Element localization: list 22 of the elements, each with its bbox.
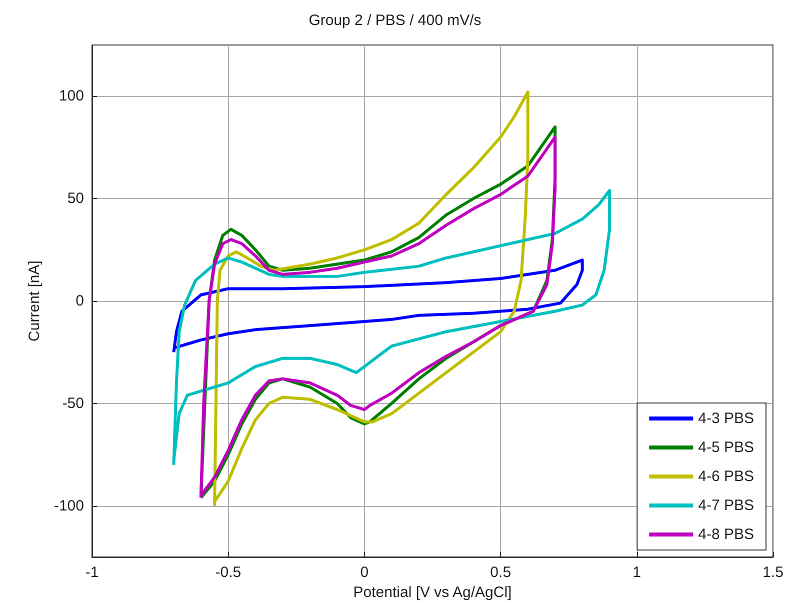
legend-label: 4-7 PBS bbox=[698, 497, 754, 514]
y-tick-label: -100 bbox=[54, 497, 84, 514]
legend-label: 4-3 PBS bbox=[698, 410, 754, 427]
legend-label: 4-6 PBS bbox=[698, 468, 754, 485]
y-axis-title: Current [nA] bbox=[26, 260, 43, 342]
y-tick-label: 50 bbox=[67, 190, 84, 208]
y-tick-label: -50 bbox=[62, 394, 84, 412]
line-series bbox=[172, 188, 612, 466]
legend-label: 4-5 PBS bbox=[698, 439, 754, 456]
x-axis-title: Potential [V vs Ag/AgCl] bbox=[353, 584, 512, 601]
x-tick-label: -1 bbox=[85, 564, 99, 581]
x-tick-label: 0 bbox=[360, 564, 369, 581]
x-tick-label: 1 bbox=[632, 564, 641, 581]
line-series bbox=[172, 258, 584, 354]
x-tick-label: 0.5 bbox=[490, 564, 512, 581]
legend-label: 4-8 PBS bbox=[698, 526, 754, 543]
chart-title: Group 2 / PBS / 400 mV/s bbox=[308, 12, 482, 29]
y-tick-label: 100 bbox=[58, 88, 84, 105]
line-series bbox=[213, 90, 530, 508]
x-tick-label: 1.5 bbox=[762, 564, 784, 581]
x-tick-label: -0.5 bbox=[215, 564, 242, 581]
y-tick-label: 0 bbox=[76, 292, 84, 310]
